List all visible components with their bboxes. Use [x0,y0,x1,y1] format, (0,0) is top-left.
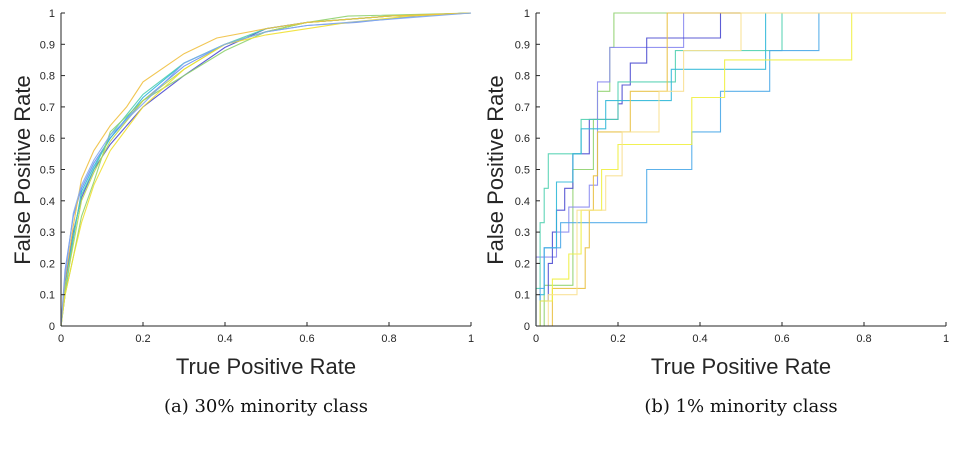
x-tick-label: 0.2 [610,333,625,345]
y-axis-label: False Positive Rate [10,75,35,265]
caption-a: (a) 30% minority class [164,396,368,417]
y-tick-label: 0.4 [515,196,530,208]
y-tick-label: 0.1 [515,290,530,302]
roc-series-5 [536,12,946,327]
roc-series-9 [60,12,472,327]
roc-series-7 [551,12,946,326]
x-tick-label: 0.4 [217,333,232,345]
series-group [535,12,946,327]
x-axis-label: True Positive Rate [176,354,356,379]
roc-series-8 [539,12,946,326]
x-tick-label: 0.6 [774,333,789,345]
y-tick-label: 0.1 [40,290,55,302]
y-tick-label: 0.3 [40,227,55,239]
roc-series-1 [60,12,472,327]
y-tick-label: 0.7 [515,102,530,114]
y-tick-label: 0.7 [40,102,55,114]
x-tick-label: 0.6 [299,333,314,345]
x-tick-label: 0.4 [692,333,707,345]
roc-series-8 [60,12,472,327]
y-tick-label: 0.5 [515,165,530,177]
y-tick-label: 0 [524,321,530,333]
x-axis-label: True Positive Rate [651,354,831,379]
roc-series-5 [60,12,472,327]
y-axis-label: False Positive Rate [483,75,508,265]
y-tick-label: 0.9 [40,39,55,51]
y-tick-label: 1 [524,8,530,20]
x-tick-label: 1 [468,333,474,345]
y-tick-label: 1 [49,8,55,20]
panel-b: True Positive Rate False Positive Rate (… [483,8,949,417]
y-tick-label: 0 [49,321,55,333]
y-tick-label: 0.8 [515,71,530,83]
y-tick-label: 0.6 [515,133,530,145]
roc-series-3 [60,12,472,327]
caption-b: (b) 1% minority class [644,396,837,417]
roc-series-2 [535,12,946,326]
x-tick-label: 0.8 [381,333,396,345]
series-group [60,12,472,327]
roc-series-7 [60,12,472,327]
roc-series-9 [547,12,946,326]
roc-series-6 [536,12,946,327]
x-tick-label: 0.8 [856,333,871,345]
y-tick-label: 0.8 [40,71,55,83]
roc-series-2 [60,12,472,327]
x-tick-label: 0 [533,333,539,345]
x-tick-label: 1 [943,333,949,345]
x-tick-label: 0.2 [135,333,150,345]
roc-series-4 [60,12,472,327]
roc-series-3 [539,12,946,326]
y-tick-label: 0.3 [515,227,530,239]
y-tick-label: 0.5 [40,165,55,177]
roc-series-6 [60,12,472,327]
x-tick-label: 0 [58,333,64,345]
y-tick-label: 0.4 [40,196,55,208]
panel-a: True Positive Rate False Positive Rate (… [10,8,474,417]
y-tick-label: 0.9 [515,39,530,51]
y-tick-label: 0.2 [40,258,55,270]
y-tick-label: 0.6 [40,133,55,145]
y-tick-label: 0.2 [515,258,530,270]
